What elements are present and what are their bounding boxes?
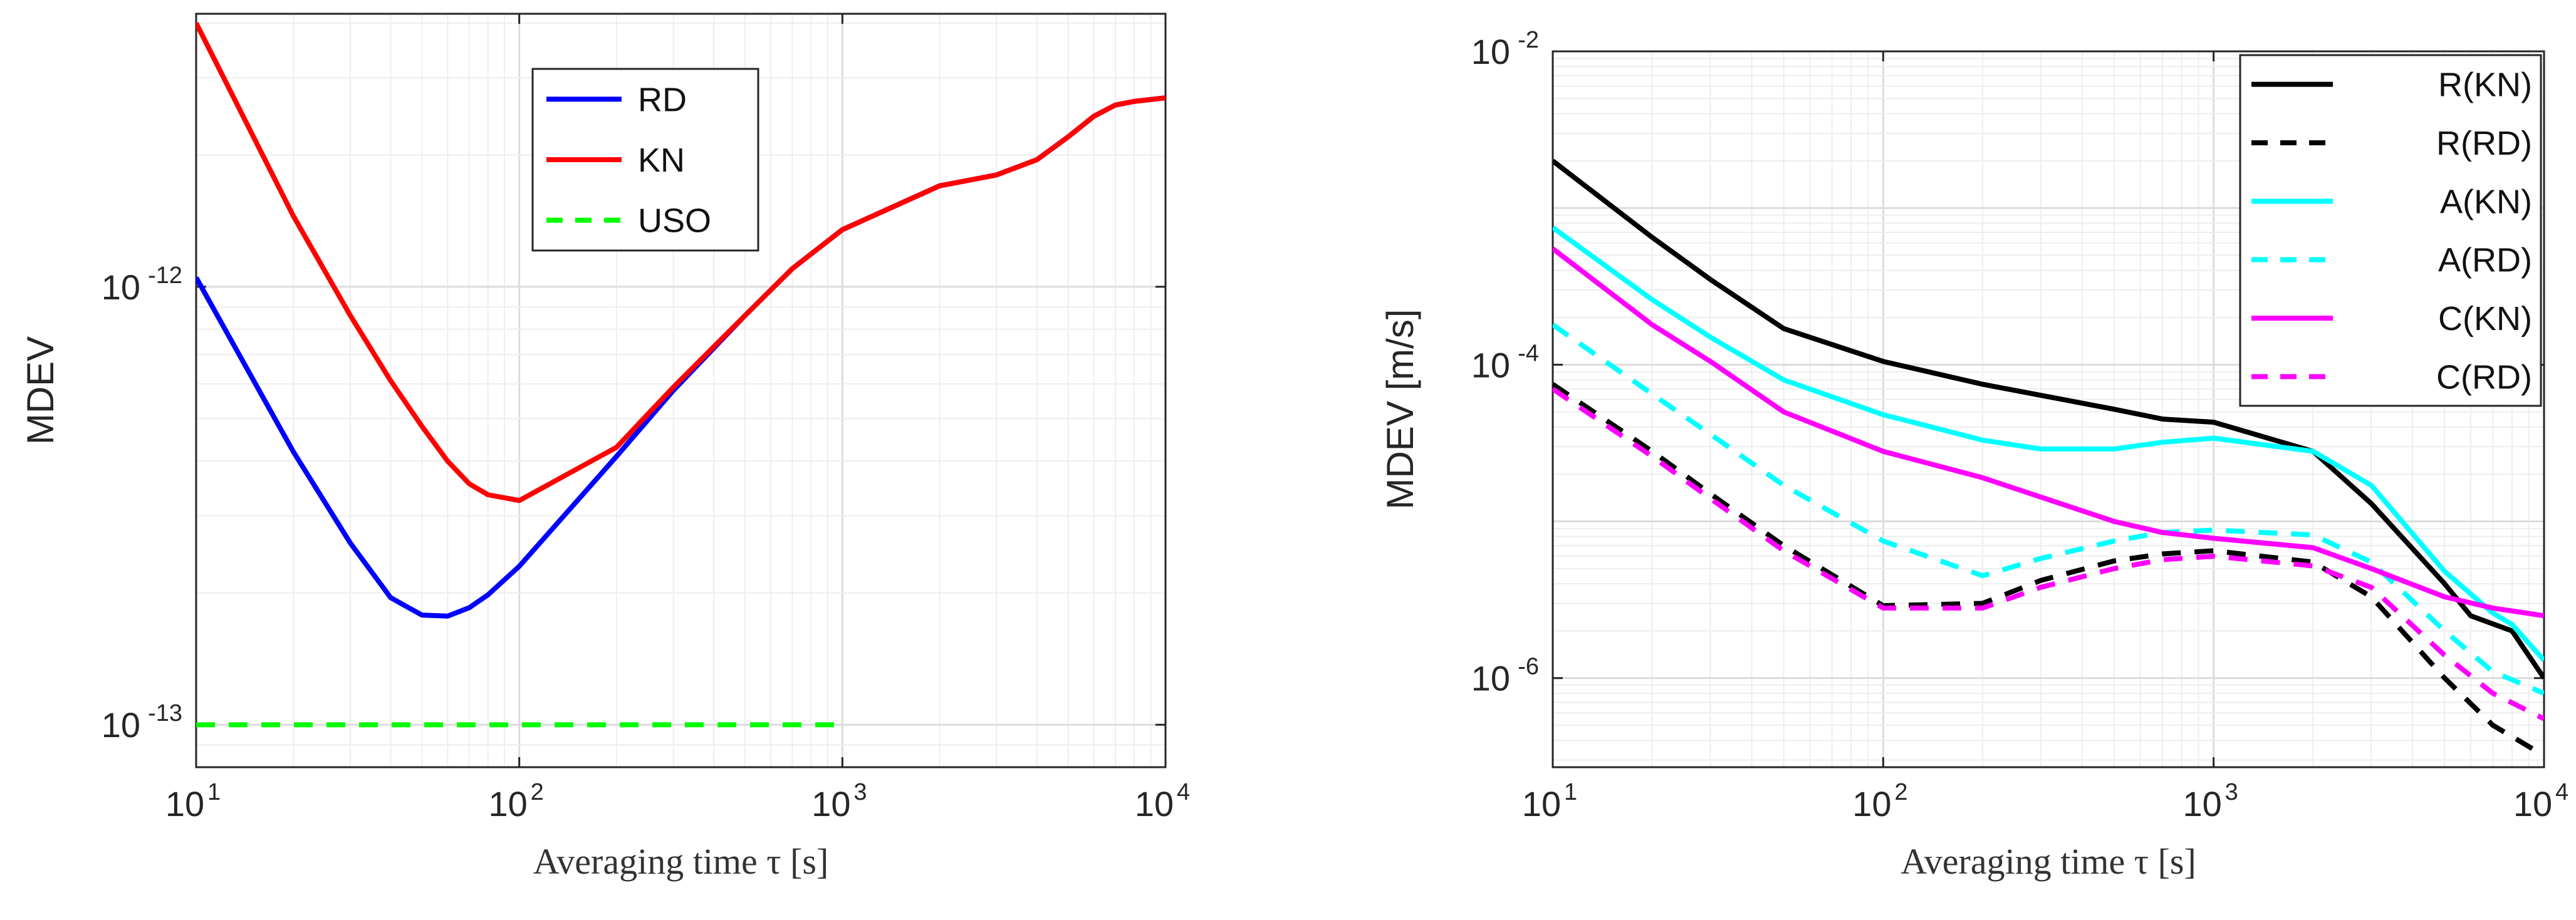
y-tick-label: 10 xyxy=(1471,32,1510,71)
legend-label: KN xyxy=(638,142,685,179)
series-line-c-kn xyxy=(1553,246,2544,619)
y-tick-label: 10 xyxy=(1471,659,1510,698)
x-tick-label-exponent: 2 xyxy=(1894,779,1907,805)
legend-label: R(KN) xyxy=(2438,66,2532,104)
x-tick-label: 10 xyxy=(1522,784,1561,824)
legend-box xyxy=(2239,54,2542,407)
x-tick-label-exponent: 3 xyxy=(853,779,867,805)
legend-label: A(RD) xyxy=(2438,242,2532,279)
y-axis-label: MDEV xyxy=(19,336,61,445)
legend: R(KN) R(RD) A(KN) A(RD) C(KN) C(RD) xyxy=(2239,54,2542,407)
x-tick-label: 10 xyxy=(1852,784,1891,824)
x-tick-label: 10 xyxy=(1135,784,1174,824)
legend-label: R(RD) xyxy=(2436,125,2532,162)
x-axis-label: Averaging time τ [s] xyxy=(1901,841,2196,882)
series-line-kn xyxy=(196,22,1165,504)
y-tick-label-exponent: -13 xyxy=(148,700,182,726)
y-tick-label: 10 xyxy=(102,705,140,745)
y-tick-label-exponent: -4 xyxy=(1518,340,1539,366)
y-tick-label: 10 xyxy=(1471,345,1510,385)
x-tick-label-exponent: 2 xyxy=(531,779,544,805)
x-axis-label: Averaging time τ [s] xyxy=(533,841,829,882)
series-line-a-rd xyxy=(1553,323,2544,696)
x-tick-label: 10 xyxy=(811,784,850,824)
legend-label: C(RD) xyxy=(2436,358,2532,396)
x-tick-label: 10 xyxy=(2513,784,2552,824)
series-line-r-kn xyxy=(1553,158,2544,680)
series-line-r-rd xyxy=(1553,382,2544,758)
x-tick-label: 10 xyxy=(489,784,528,824)
x-tick-label-exponent: 4 xyxy=(2555,779,2568,805)
x-tick-label-exponent: 3 xyxy=(2225,779,2238,805)
x-tick-label: 10 xyxy=(2183,784,2222,824)
legend-label: C(KN) xyxy=(2438,300,2532,338)
legend-label: USO xyxy=(638,202,711,240)
series-line-a-kn xyxy=(1553,225,2544,662)
x-tick-label-exponent: 1 xyxy=(207,779,221,805)
series-group xyxy=(196,22,1165,728)
legend-label: RD xyxy=(638,81,687,118)
y-tick-label: 10 xyxy=(102,267,140,307)
grid xyxy=(195,14,1167,768)
x-tick-label-exponent: 4 xyxy=(1177,779,1190,805)
y-tick-label-exponent: -6 xyxy=(1518,654,1539,680)
axes-box xyxy=(195,13,1167,768)
series-line-c-rd xyxy=(1553,386,2544,721)
y-tick-label-exponent: -2 xyxy=(1518,27,1539,53)
axes-box xyxy=(1551,50,2545,768)
series-group xyxy=(1553,158,2544,758)
legend-label: A(KN) xyxy=(2440,183,2532,220)
y-axis-label: MDEV [m/s] xyxy=(1379,309,1421,509)
y-tick-label-exponent: -12 xyxy=(148,262,182,289)
x-tick-label: 10 xyxy=(165,784,204,824)
x-tick-label-exponent: 1 xyxy=(1564,779,1577,805)
legend: RD KN USO xyxy=(531,68,759,252)
